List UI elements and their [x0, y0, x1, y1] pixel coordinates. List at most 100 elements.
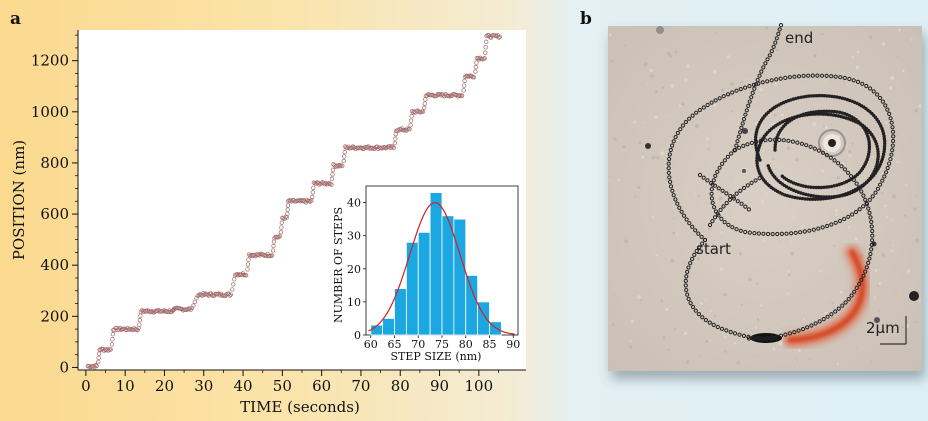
trajectory-dot	[778, 76, 783, 81]
trajectory-dot	[666, 161, 671, 166]
scale-bar-label: 2µm	[866, 319, 900, 337]
trajectory-dot	[690, 304, 696, 310]
trajectory-dot	[813, 197, 818, 201]
trajectory-dot	[808, 144, 813, 149]
photo-speckle	[709, 339, 712, 342]
trajectory-dot	[668, 184, 674, 189]
photo-speckle	[710, 310, 712, 313]
trajectory-dot	[712, 215, 718, 220]
trajectory-dot	[778, 333, 784, 338]
trajectory-dot	[814, 185, 818, 190]
photo-speckle	[878, 309, 880, 312]
photo-speckle	[831, 302, 834, 305]
photo-speckle	[851, 56, 854, 59]
trajectory-dot	[840, 303, 845, 308]
trajectory-dot	[743, 85, 748, 90]
photo-speckle	[713, 103, 717, 108]
photo-speckle	[874, 268, 878, 272]
trajectory-dot	[713, 173, 718, 178]
photo-speckle	[870, 327, 874, 331]
photo-speckle	[868, 281, 870, 283]
trajectory-dot	[779, 231, 785, 236]
photo-speckle	[723, 335, 727, 339]
trace-point	[328, 181, 333, 187]
trajectory-dot	[845, 170, 851, 175]
trajectory-dot	[763, 138, 768, 143]
photo-speckle	[684, 78, 687, 82]
trace-point	[488, 35, 494, 40]
trajectory-dot	[755, 336, 760, 341]
photo-speckle	[755, 282, 758, 285]
trajectory-dot	[790, 139, 796, 144]
trajectory-dot	[829, 74, 834, 79]
trajectory-dot	[866, 260, 871, 265]
trajectory-dot	[867, 142, 871, 146]
trajectory-dot	[680, 123, 686, 128]
trajectory-dot	[870, 238, 875, 243]
x-tick-label: 0	[81, 377, 91, 395]
trajectory-dot	[809, 323, 814, 328]
trajectory-dot	[817, 185, 821, 190]
trajectory-dot	[686, 265, 691, 270]
photo-speckle	[848, 154, 852, 157]
photo-speckle	[913, 207, 917, 211]
photo-speckle	[910, 38, 913, 41]
trajectory-dot	[705, 178, 710, 183]
trajectory-dot	[732, 331, 738, 336]
trajectory-dot	[730, 225, 735, 230]
photo-speckle	[823, 125, 826, 128]
photo-speckle	[901, 326, 904, 329]
trajectory-dot	[722, 220, 727, 225]
trajectory-dot	[712, 205, 717, 210]
trajectory-dot	[817, 319, 822, 324]
x-tick-label: 80	[391, 377, 410, 395]
trajectory-dot	[849, 293, 854, 298]
photo-speckle	[901, 69, 905, 72]
photo-speckle	[721, 231, 724, 234]
trajectory-dot	[883, 103, 888, 108]
trajectory-dot	[834, 113, 838, 118]
photo-speckle	[715, 32, 717, 34]
trace-point	[94, 363, 99, 369]
photo-speckle	[830, 124, 833, 126]
trajectory-dot	[870, 229, 875, 234]
trace-point	[338, 162, 344, 168]
photo-speckle	[754, 125, 757, 128]
photo-speckle	[797, 348, 802, 353]
photo-speckle	[654, 115, 658, 119]
histogram-bar	[465, 274, 479, 336]
trajectory-dot	[789, 231, 794, 236]
histogram-bar	[441, 215, 455, 336]
trajectory-dot	[829, 113, 833, 117]
trajectory-dot	[835, 183, 839, 187]
trajectory-dot	[798, 196, 802, 200]
trajectory-dot	[750, 90, 755, 96]
trace-point	[471, 75, 477, 80]
photo-speckle	[759, 88, 763, 92]
photo-speckle	[765, 26, 769, 30]
trajectory-dot	[715, 324, 720, 330]
trace-point	[391, 145, 396, 150]
trajectory-dot	[729, 151, 734, 156]
trajectory-dot	[774, 36, 779, 41]
trajectory-dot	[882, 149, 886, 154]
photo-speckle	[918, 104, 922, 108]
photo-speckle	[665, 115, 667, 117]
photo-speckle	[778, 341, 783, 346]
trajectory-dot	[846, 297, 851, 302]
photo-speckle	[670, 84, 675, 88]
photo-speckle	[609, 179, 611, 182]
trajectory-dot	[827, 94, 832, 98]
trajectory-dot	[780, 174, 784, 178]
trajectory-dot	[793, 195, 797, 200]
photo-speckle	[660, 299, 664, 303]
photo-speckle	[734, 342, 737, 345]
trajectory-dot	[760, 80, 765, 85]
trajectory-dot	[796, 328, 801, 333]
trajectory-dot	[891, 134, 896, 139]
photo-speckle	[842, 81, 845, 83]
start-label: start	[696, 240, 731, 258]
trajectory-dot	[871, 89, 876, 94]
trace-point	[340, 163, 345, 169]
photo-speckle	[748, 277, 752, 281]
